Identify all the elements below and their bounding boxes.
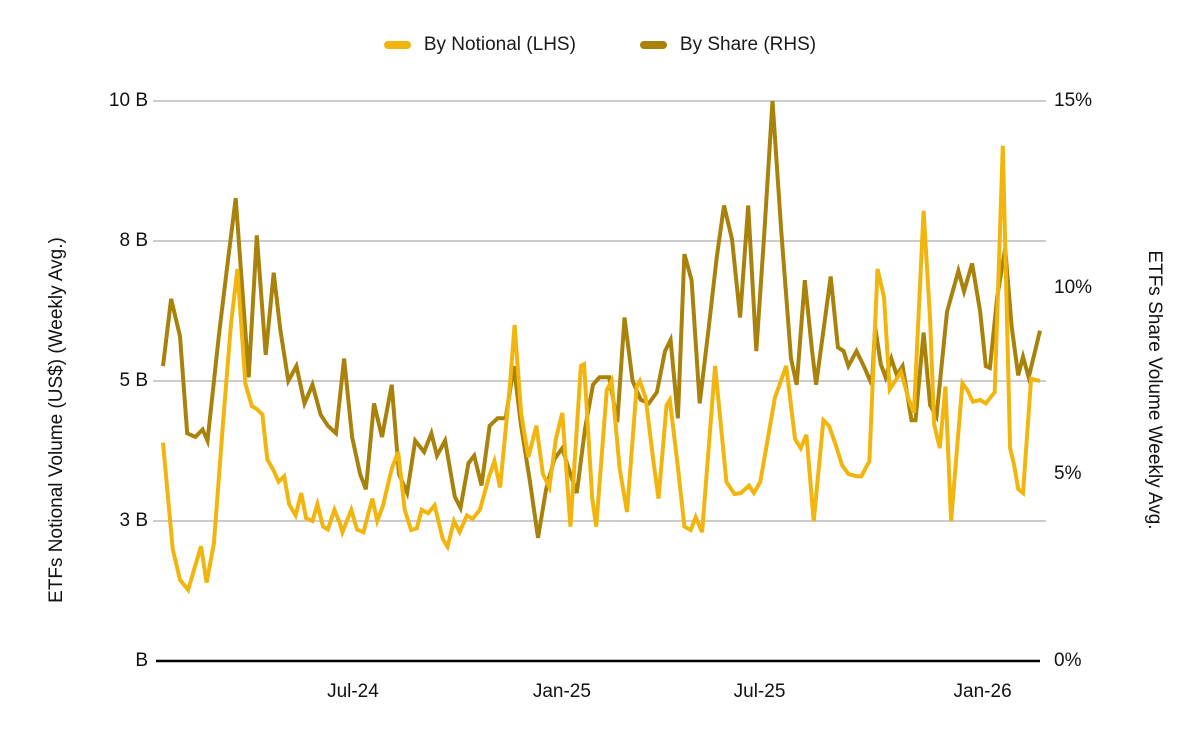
- legend-label-by_share: By Share (RHS): [679, 34, 817, 55]
- series-line-by-notional-lhs: [161, 145, 1041, 595]
- left-axis-tick-3B: 3 B: [119, 510, 148, 531]
- x-axis-tick-Jan-25: Jan-25: [532, 681, 591, 702]
- legend-swatch-by_share: [639, 41, 667, 49]
- x-axis-tick-Jul-25: Jul-25: [733, 681, 786, 702]
- right-axis-tick-5%: 5%: [1054, 463, 1082, 485]
- legend-swatch-by_notional: [383, 41, 411, 49]
- legend-label-by_notional: By Notional (LHS): [423, 34, 576, 55]
- left-axis-tick-5B: 5 B: [119, 370, 148, 391]
- left-axis-title: ETFs Notional Volume (US$) (Weekly Avg.): [46, 237, 67, 603]
- x-axis-tick-Jan-26: Jan-26: [953, 681, 1012, 702]
- x-axis-tick-Jul-24: Jul-24: [327, 681, 379, 702]
- left-axis-tick-10B: 10 B: [108, 90, 148, 111]
- right-axis-tick-15%: 15%: [1054, 90, 1093, 111]
- chart-legend: By Notional (LHS) By Share (RHS): [0, 34, 1200, 56]
- left-axis-tick-8B: 8 B: [119, 230, 148, 251]
- left-axis-tick-B: B: [135, 650, 148, 671]
- legend-item-by_share: By Share (RHS): [639, 34, 817, 56]
- right-axis-tick-10%: 10%: [1054, 276, 1093, 298]
- right-axis-title: ETFs Share Volume Weekly Avg.: [1144, 250, 1165, 530]
- right-axis-tick-0%: 0%: [1054, 650, 1082, 671]
- legend-item-by_notional: By Notional (LHS): [383, 34, 576, 56]
